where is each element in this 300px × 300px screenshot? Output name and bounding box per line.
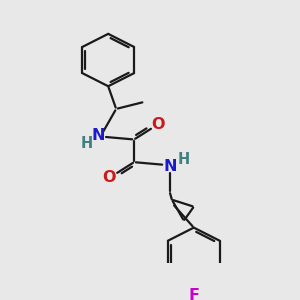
Text: H: H — [80, 136, 92, 151]
Text: H: H — [178, 152, 190, 167]
Text: F: F — [188, 288, 199, 300]
Text: O: O — [151, 117, 165, 132]
Text: N: N — [163, 159, 177, 174]
Text: O: O — [102, 169, 116, 184]
Text: N: N — [92, 128, 105, 142]
